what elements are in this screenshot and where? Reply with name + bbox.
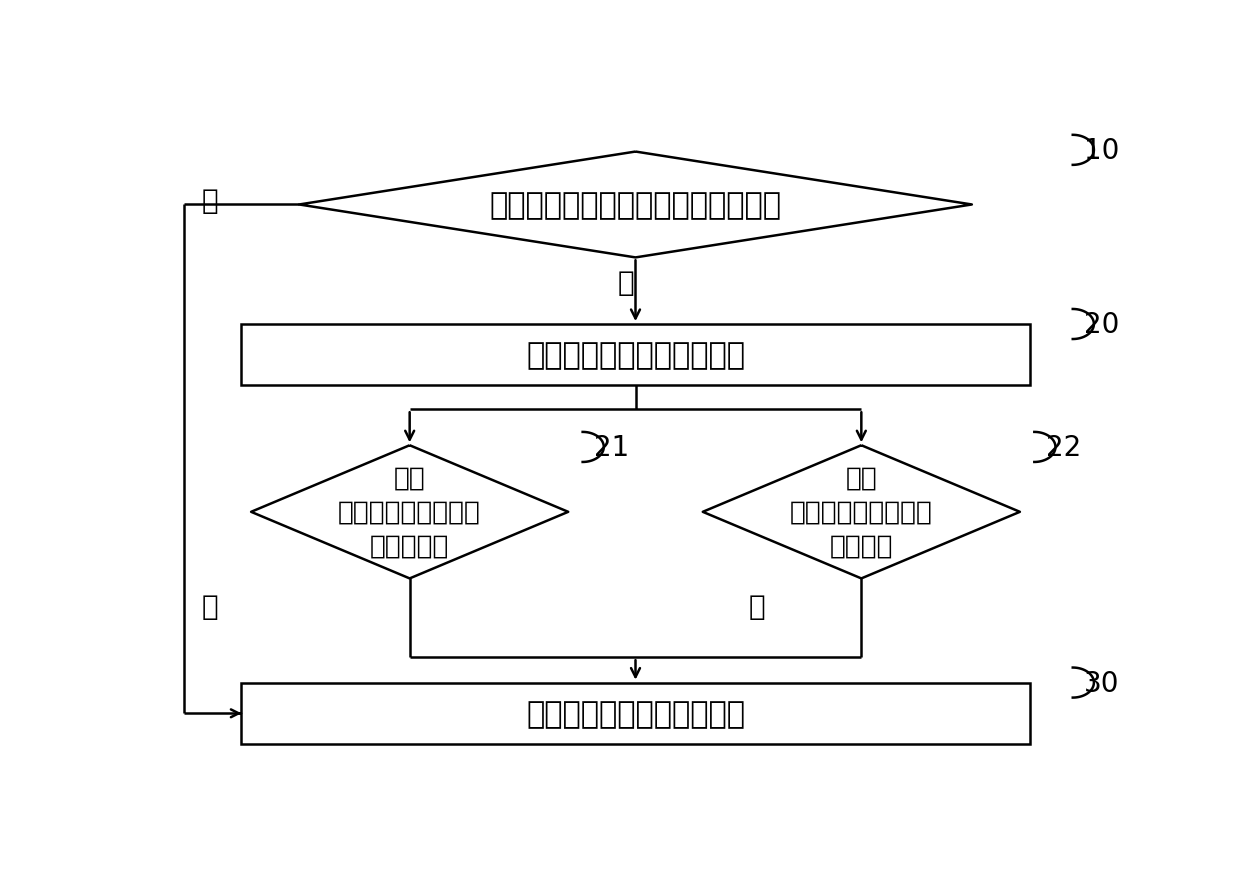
Bar [242,683,1029,744]
Text: 检测
所述船舶机舱是否有
人员进入: 检测 所述船舶机舱是否有 人员进入 [790,465,932,559]
Text: 控制机舱照明进入开启模式: 控制机舱照明进入开启模式 [526,699,745,728]
Text: 否: 否 [201,186,218,214]
Text: 检测船舶机舱是否进入无人机舱模式: 检测船舶机舱是否进入无人机舱模式 [490,190,781,220]
Text: 30: 30 [1084,669,1120,696]
Text: 控制机舱照明进入关闭模式: 控制机舱照明进入关闭模式 [526,341,745,369]
Text: 20: 20 [1084,311,1120,338]
Text: 是: 是 [618,268,634,297]
Text: 是: 是 [201,593,218,620]
Text: 10: 10 [1084,136,1120,165]
Text: 检测
船舶机舱的报警系统
是否被触发: 检测 船舶机舱的报警系统 是否被触发 [339,465,481,559]
Text: 21: 21 [594,433,630,462]
Text: 22: 22 [1045,433,1081,462]
Bar [242,324,1029,386]
Text: 是: 是 [749,593,765,620]
